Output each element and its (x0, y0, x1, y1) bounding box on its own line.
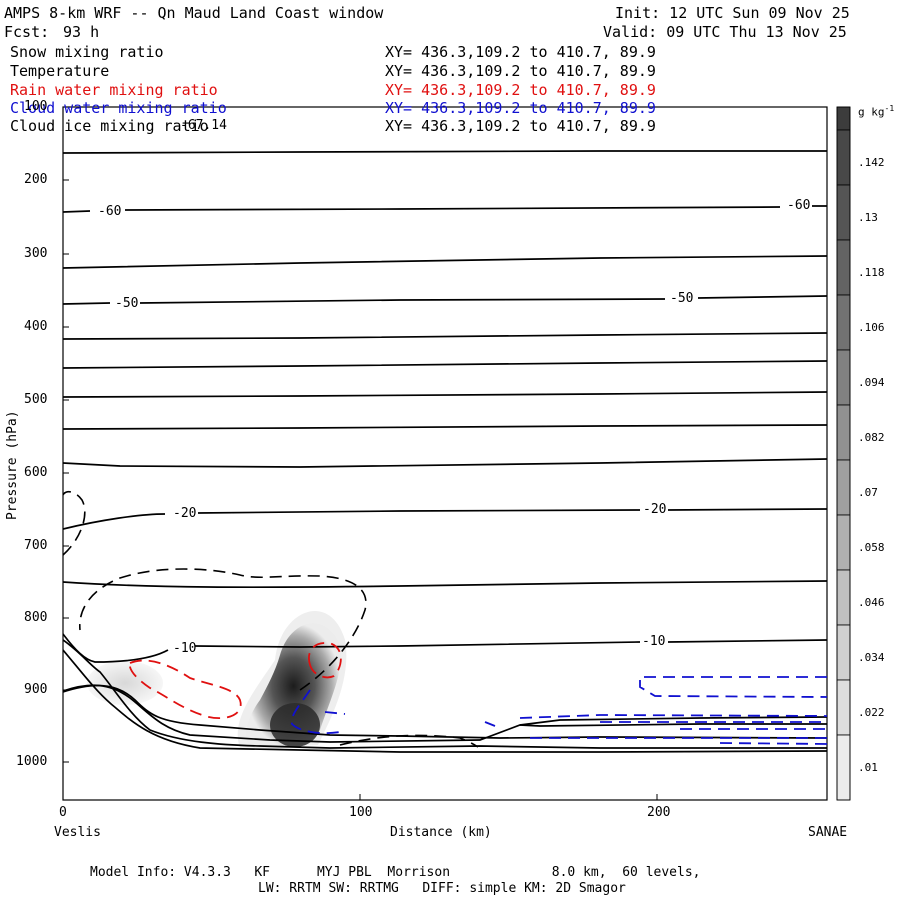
contour-line (63, 360, 827, 369)
y-tick-label: 500 (24, 392, 48, 407)
x-right-endpoint: SANAE (808, 825, 848, 840)
contour-line (63, 391, 827, 398)
cloud-water-contour (290, 689, 346, 735)
colorbar-tick: .094 (858, 376, 885, 389)
colorbar-tick: .142 (858, 156, 885, 169)
colorbar-unit: g kg-1 (858, 103, 894, 119)
contour-line (63, 639, 827, 749)
field-xy: XY= 436.3,109.2 to 410.7, 89.9 (385, 43, 656, 61)
chart-title: AMPS 8-km WRF -- Qn Maud Land Coast wind… (4, 4, 384, 22)
forecast-label: Fcst: (4, 23, 50, 41)
colorbar-tick: .01 (858, 761, 878, 774)
field-name: Rain water mixing ratio (10, 81, 218, 99)
contour-line (519, 723, 827, 727)
snow-shading (87, 611, 347, 749)
field-xy: XY= 436.3,109.2 to 410.7, 89.9 (385, 99, 656, 117)
model-info-line1: Model Info: V4.3.3 KF MYJ PBL Morrison 8… (90, 865, 701, 880)
contour-label: -60 (98, 204, 122, 219)
colorbar-unit-exp: -1 (884, 104, 895, 113)
overlap-label: -67.14 (180, 118, 227, 133)
field-name: Cloud ice mixing ratio (10, 117, 209, 135)
colorbar-tick: .058 (858, 541, 885, 554)
x-tick-label: 100 (349, 805, 373, 820)
cloud-water-contour (484, 721, 496, 727)
contour-line (63, 580, 827, 589)
snow-core-dark (270, 703, 320, 747)
field-xy: XY= 436.3,109.2 to 410.7, 89.9 (385, 117, 656, 135)
snow-left-patch (87, 661, 163, 705)
field-xy: XY= 436.3,109.2 to 410.7, 89.9 (385, 81, 656, 99)
forecast-hours: 93 h (63, 23, 100, 41)
colorbar-tick: .118 (858, 266, 885, 279)
x-tick-label: 0 (59, 805, 67, 820)
y-tick-label: 900 (24, 682, 48, 697)
colorbar-tick: .046 (858, 596, 885, 609)
contour-line (63, 332, 827, 340)
contour-label: -20 (173, 506, 197, 521)
x-axis-label: Distance (km) (390, 825, 492, 840)
contour-label: -10 (173, 641, 197, 656)
valid-time: Valid: 09 UTC Thu 13 Nov 25 (603, 23, 847, 41)
y-tick-label: 600 (24, 465, 48, 480)
contour-label: -20 (643, 502, 667, 517)
y-axis-label: Pressure (hPa) (5, 410, 20, 520)
rain-water-contours (128, 642, 342, 720)
ice-contour (63, 490, 86, 556)
colorbar-tick: .082 (858, 431, 885, 444)
contour-line (63, 684, 827, 739)
field-name: Snow mixing ratio (10, 43, 164, 61)
y-tick-label: 700 (24, 538, 48, 553)
contour-line (63, 633, 827, 663)
cloud-ice-contours (63, 490, 479, 748)
colorbar (836, 106, 851, 801)
contour-line (63, 424, 827, 430)
contour-label: -50 (670, 291, 694, 306)
plot-frame (62, 106, 828, 801)
colorbar-tick: .07 (858, 486, 878, 499)
y-tick-label: 1000 (16, 754, 48, 769)
contour-label: -50 (115, 296, 139, 311)
ice-contour (339, 734, 479, 748)
cloud-water-contours (290, 676, 827, 745)
y-tick-label: 400 (24, 319, 48, 334)
rain-contour (128, 659, 242, 720)
x-tick-label: 200 (647, 805, 671, 820)
field-name: Cloud water mixing ratio (10, 99, 227, 117)
field-xy: XY= 436.3,109.2 to 410.7, 89.9 (385, 62, 656, 80)
colorbar-unit-text: g kg (858, 105, 885, 119)
model-info-line2: LW: RRTM SW: RRTMG DIFF: simple KM: 2D S… (258, 881, 626, 896)
y-tick-label: 300 (24, 246, 48, 261)
contour-label: -10 (642, 634, 666, 649)
field-name: Temperature (10, 62, 110, 80)
contour-line (63, 295, 827, 305)
cloud-water-contour (639, 676, 827, 698)
temperature-contours (63, 150, 827, 753)
colorbar-tick: .022 (858, 706, 885, 719)
y-tick-label: 800 (24, 610, 48, 625)
cloud-water-contour (519, 714, 827, 745)
contour-line (63, 458, 827, 468)
contour-line (63, 205, 827, 213)
init-time: Init: 12 UTC Sun 09 Nov 25 (615, 4, 850, 22)
contour-line (63, 150, 827, 154)
y-tick-label: 100 (24, 99, 48, 114)
colorbar-tick: .034 (858, 651, 885, 664)
y-tick-label: 200 (24, 172, 48, 187)
contour-label: -60 (787, 198, 811, 213)
ice-contour (79, 568, 367, 691)
colorbar-tick: .106 (858, 321, 885, 334)
colorbar-tick: .13 (858, 211, 878, 224)
contour-line (63, 684, 827, 743)
x-left-endpoint: Veslis (54, 825, 101, 840)
contour-line (63, 255, 827, 269)
contour-line (63, 649, 827, 753)
rain-contour (308, 642, 342, 679)
contour-line (63, 508, 827, 530)
